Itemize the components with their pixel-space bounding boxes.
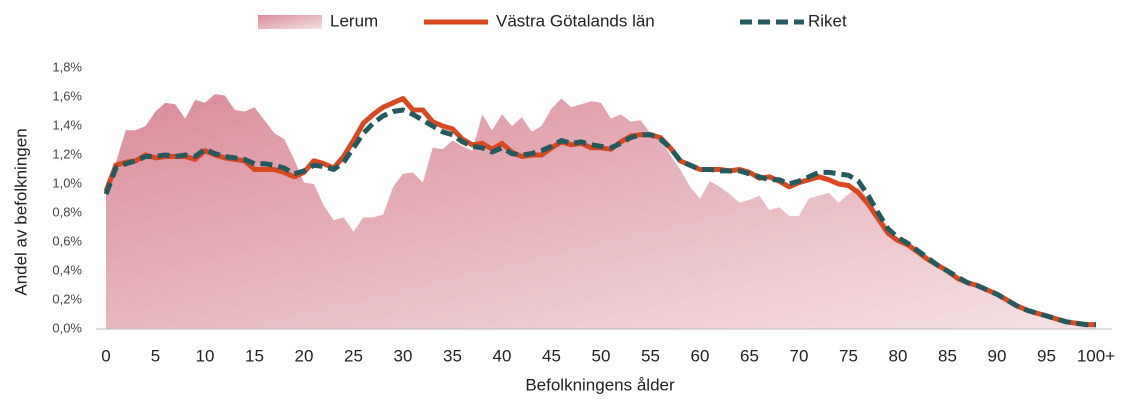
x-tick-label: 70 xyxy=(790,346,809,365)
x-tick-label: 5 xyxy=(151,346,160,365)
x-tick-label: 95 xyxy=(1037,346,1056,365)
x-tick-label: 60 xyxy=(691,346,710,365)
x-tick-label: 85 xyxy=(938,346,957,365)
x-tick-label: 25 xyxy=(344,346,363,365)
legend-label: Riket xyxy=(808,11,847,30)
x-tick-label: 15 xyxy=(245,346,264,365)
y-tick-label: 1,4% xyxy=(52,117,82,132)
legend-label: Lerum xyxy=(330,11,378,30)
y-tick-label: 1,8% xyxy=(52,59,82,74)
y-tick-label: 1,6% xyxy=(52,88,82,103)
x-axis-title: Befolkningens ålder xyxy=(525,375,675,394)
x-tick-label: 10 xyxy=(196,346,215,365)
x-tick-label: 90 xyxy=(988,346,1007,365)
x-tick-label: 35 xyxy=(443,346,462,365)
y-tick-label: 1,0% xyxy=(52,175,82,190)
x-tick-label: 55 xyxy=(641,346,660,365)
y-tick-label: 0,0% xyxy=(52,320,82,335)
x-tick-label: 100+ xyxy=(1077,346,1115,365)
y-tick-label: 0,2% xyxy=(52,291,82,306)
y-tick-label: 0,4% xyxy=(52,262,82,277)
y-tick-label: 1,2% xyxy=(52,146,82,161)
x-tick-label: 40 xyxy=(493,346,512,365)
x-tick-label: 80 xyxy=(889,346,908,365)
x-tick-label: 20 xyxy=(295,346,314,365)
x-tick-label: 50 xyxy=(592,346,611,365)
x-tick-label: 30 xyxy=(394,346,413,365)
y-tick-label: 0,6% xyxy=(52,233,82,248)
y-tick-label: 0,8% xyxy=(52,204,82,219)
x-tick-label: 65 xyxy=(740,346,759,365)
line xyxy=(103,107,1096,328)
x-tick-label: 75 xyxy=(839,346,858,365)
area xyxy=(106,94,1096,329)
x-tick-label: 45 xyxy=(542,346,561,365)
x-tick-label: 0 xyxy=(101,346,110,365)
y-axis-title: Andel av befolkningen xyxy=(11,128,30,295)
legend-label: Västra Götalands län xyxy=(496,11,655,30)
legend-swatch xyxy=(258,15,322,29)
